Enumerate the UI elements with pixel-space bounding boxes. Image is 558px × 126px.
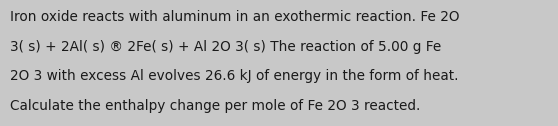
- Text: 3( s) + 2Al( s) ® 2Fe( s) + Al 2O 3( s) The reaction of 5.00 g Fe: 3( s) + 2Al( s) ® 2Fe( s) + Al 2O 3( s) …: [10, 40, 441, 54]
- Text: Calculate the enthalpy change per mole of Fe 2O 3 reacted.: Calculate the enthalpy change per mole o…: [10, 99, 420, 113]
- Text: 2O 3 with excess Al evolves 26.6 kJ of energy in the form of heat.: 2O 3 with excess Al evolves 26.6 kJ of e…: [10, 69, 459, 83]
- Text: Iron oxide reacts with aluminum in an exothermic reaction. Fe 2O: Iron oxide reacts with aluminum in an ex…: [10, 10, 460, 24]
